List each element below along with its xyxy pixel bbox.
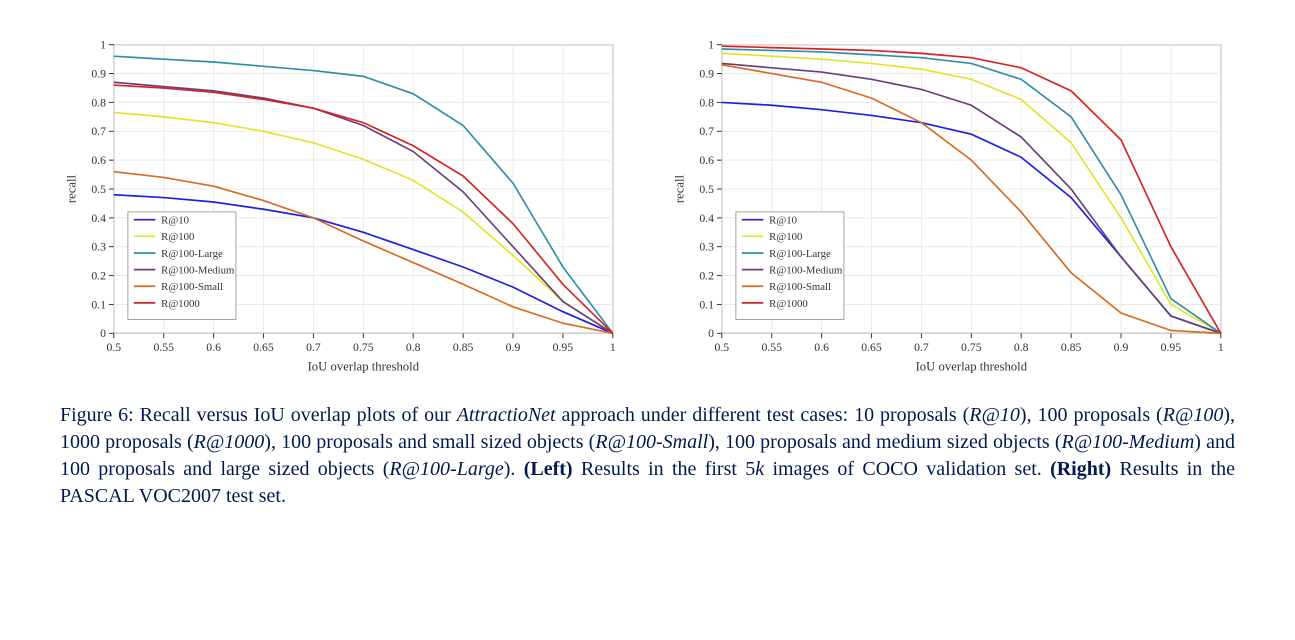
svg-text:0.9: 0.9 (1113, 341, 1128, 354)
svg-text:0.7: 0.7 (91, 125, 106, 138)
svg-text:1: 1 (1217, 341, 1223, 354)
caption-right-bold: (Right) (1050, 458, 1111, 480)
svg-text:0.3: 0.3 (91, 241, 106, 254)
svg-text:R@100-Medium: R@100-Medium (769, 265, 843, 277)
svg-text:R@100-Large: R@100-Large (161, 248, 223, 260)
caption-r1000: R@1000 (194, 431, 265, 453)
caption-left-bold: (Left) (524, 458, 573, 480)
svg-text:0.4: 0.4 (699, 212, 714, 225)
svg-text:1: 1 (100, 39, 106, 52)
svg-text:R@100: R@100 (161, 231, 194, 243)
caption-k: k (755, 458, 764, 480)
svg-text:0.6: 0.6 (814, 341, 829, 354)
caption-t0: Recall versus IoU overlap plots of our (134, 404, 457, 426)
svg-text:0.7: 0.7 (699, 125, 714, 138)
caption-rlarge: R@100-Large (389, 458, 503, 480)
svg-text:0.5: 0.5 (106, 341, 121, 354)
svg-text:0.8: 0.8 (1013, 341, 1028, 354)
svg-text:0.6: 0.6 (91, 154, 106, 167)
svg-text:recall: recall (672, 174, 686, 203)
svg-text:0.2: 0.2 (91, 269, 106, 282)
caption-t5: ), 100 proposals and medium sized object… (708, 431, 1061, 453)
svg-text:R@10: R@10 (769, 215, 797, 227)
svg-text:R@1000: R@1000 (769, 298, 808, 310)
svg-text:0.8: 0.8 (406, 341, 421, 354)
svg-text:0.8: 0.8 (699, 96, 714, 109)
chart-right-svg: 0.5 0.55 0.6 0.65 0.7 0.75 0.8 0.85 0.9 0.95 1 0 0.1… (668, 30, 1236, 382)
charts-row: 0.5 0.55 0.6 0.65 0.7 0.75 0.8 0.85 0.9 0.95 1 0 0.1… (60, 30, 1235, 382)
caption-t1: approach under different test cases: 10 … (556, 404, 970, 426)
svg-text:0.75: 0.75 (961, 341, 982, 354)
svg-text:0.2: 0.2 (699, 269, 714, 282)
svg-text:0.85: 0.85 (453, 341, 474, 354)
figure-page: 0.5 0.55 0.6 0.65 0.7 0.75 0.8 0.85 0.9 0.95 1 0 0.1… (0, 0, 1295, 640)
svg-text:recall: recall (65, 174, 79, 203)
svg-text:0.4: 0.4 (91, 212, 106, 225)
svg-text:0.1: 0.1 (91, 298, 106, 311)
svg-text:R@100-Small: R@100-Small (161, 281, 223, 293)
svg-text:R@100-Medium: R@100-Medium (161, 265, 235, 277)
svg-text:R@100-Large: R@100-Large (769, 248, 831, 260)
svg-text:1: 1 (610, 341, 616, 354)
svg-text:0.75: 0.75 (353, 341, 374, 354)
chart-left-svg: 0.5 0.55 0.6 0.65 0.7 0.75 0.8 0.85 0.9 0.95 1 0 0.1… (60, 30, 628, 382)
svg-text:0.6: 0.6 (206, 341, 221, 354)
svg-text:0.5: 0.5 (91, 183, 106, 196)
svg-text:0.5: 0.5 (699, 183, 714, 196)
svg-text:R@1000: R@1000 (161, 298, 200, 310)
svg-text:R@10: R@10 (161, 215, 189, 227)
svg-text:0.3: 0.3 (699, 241, 714, 254)
svg-text:0.9: 0.9 (506, 341, 521, 354)
caption-t9: images of COCO validation set. (764, 458, 1050, 480)
svg-text:0.9: 0.9 (699, 67, 714, 80)
svg-text:0: 0 (708, 327, 714, 340)
caption-rmed: R@100-Medium (1061, 431, 1194, 453)
caption-r10: R@10 (969, 404, 1020, 426)
caption-t7: ). (504, 458, 524, 480)
caption-fignum: Figure 6: (60, 404, 134, 426)
caption-r100: R@100 (1163, 404, 1224, 426)
figure-caption: Figure 6: Recall versus IoU overlap plot… (60, 402, 1235, 510)
svg-text:0.7: 0.7 (914, 341, 929, 354)
svg-text:0.1: 0.1 (699, 298, 714, 311)
svg-text:0.85: 0.85 (1060, 341, 1081, 354)
svg-text:0.55: 0.55 (153, 341, 174, 354)
svg-text:IoU overlap threshold: IoU overlap threshold (915, 359, 1027, 373)
chart-right: 0.5 0.55 0.6 0.65 0.7 0.75 0.8 0.85 0.9 0.95 1 0 0.1… (668, 30, 1236, 382)
svg-text:0.55: 0.55 (761, 341, 782, 354)
svg-text:IoU overlap threshold: IoU overlap threshold (308, 359, 420, 373)
caption-net: AttractioNet (457, 404, 556, 426)
svg-text:R@100-Small: R@100-Small (769, 281, 831, 293)
svg-text:0.8: 0.8 (91, 96, 106, 109)
caption-t2: ), 100 proposals ( (1020, 404, 1163, 426)
svg-text:0.65: 0.65 (861, 341, 882, 354)
svg-text:0.6: 0.6 (699, 154, 714, 167)
svg-text:R@100: R@100 (769, 231, 802, 243)
svg-text:0.9: 0.9 (91, 67, 106, 80)
svg-text:0.5: 0.5 (714, 341, 729, 354)
svg-text:1: 1 (708, 39, 714, 52)
svg-text:0.95: 0.95 (553, 341, 574, 354)
svg-text:0.95: 0.95 (1160, 341, 1181, 354)
caption-t4: ), 100 proposals and small sized objects… (264, 431, 595, 453)
chart-left: 0.5 0.55 0.6 0.65 0.7 0.75 0.8 0.85 0.9 0.95 1 0 0.1… (60, 30, 628, 382)
svg-text:0: 0 (100, 327, 106, 340)
caption-t8: Results in the first 5 (573, 458, 756, 480)
svg-text:0.65: 0.65 (253, 341, 274, 354)
caption-rsmall: R@100-Small (595, 431, 708, 453)
svg-text:0.7: 0.7 (306, 341, 321, 354)
